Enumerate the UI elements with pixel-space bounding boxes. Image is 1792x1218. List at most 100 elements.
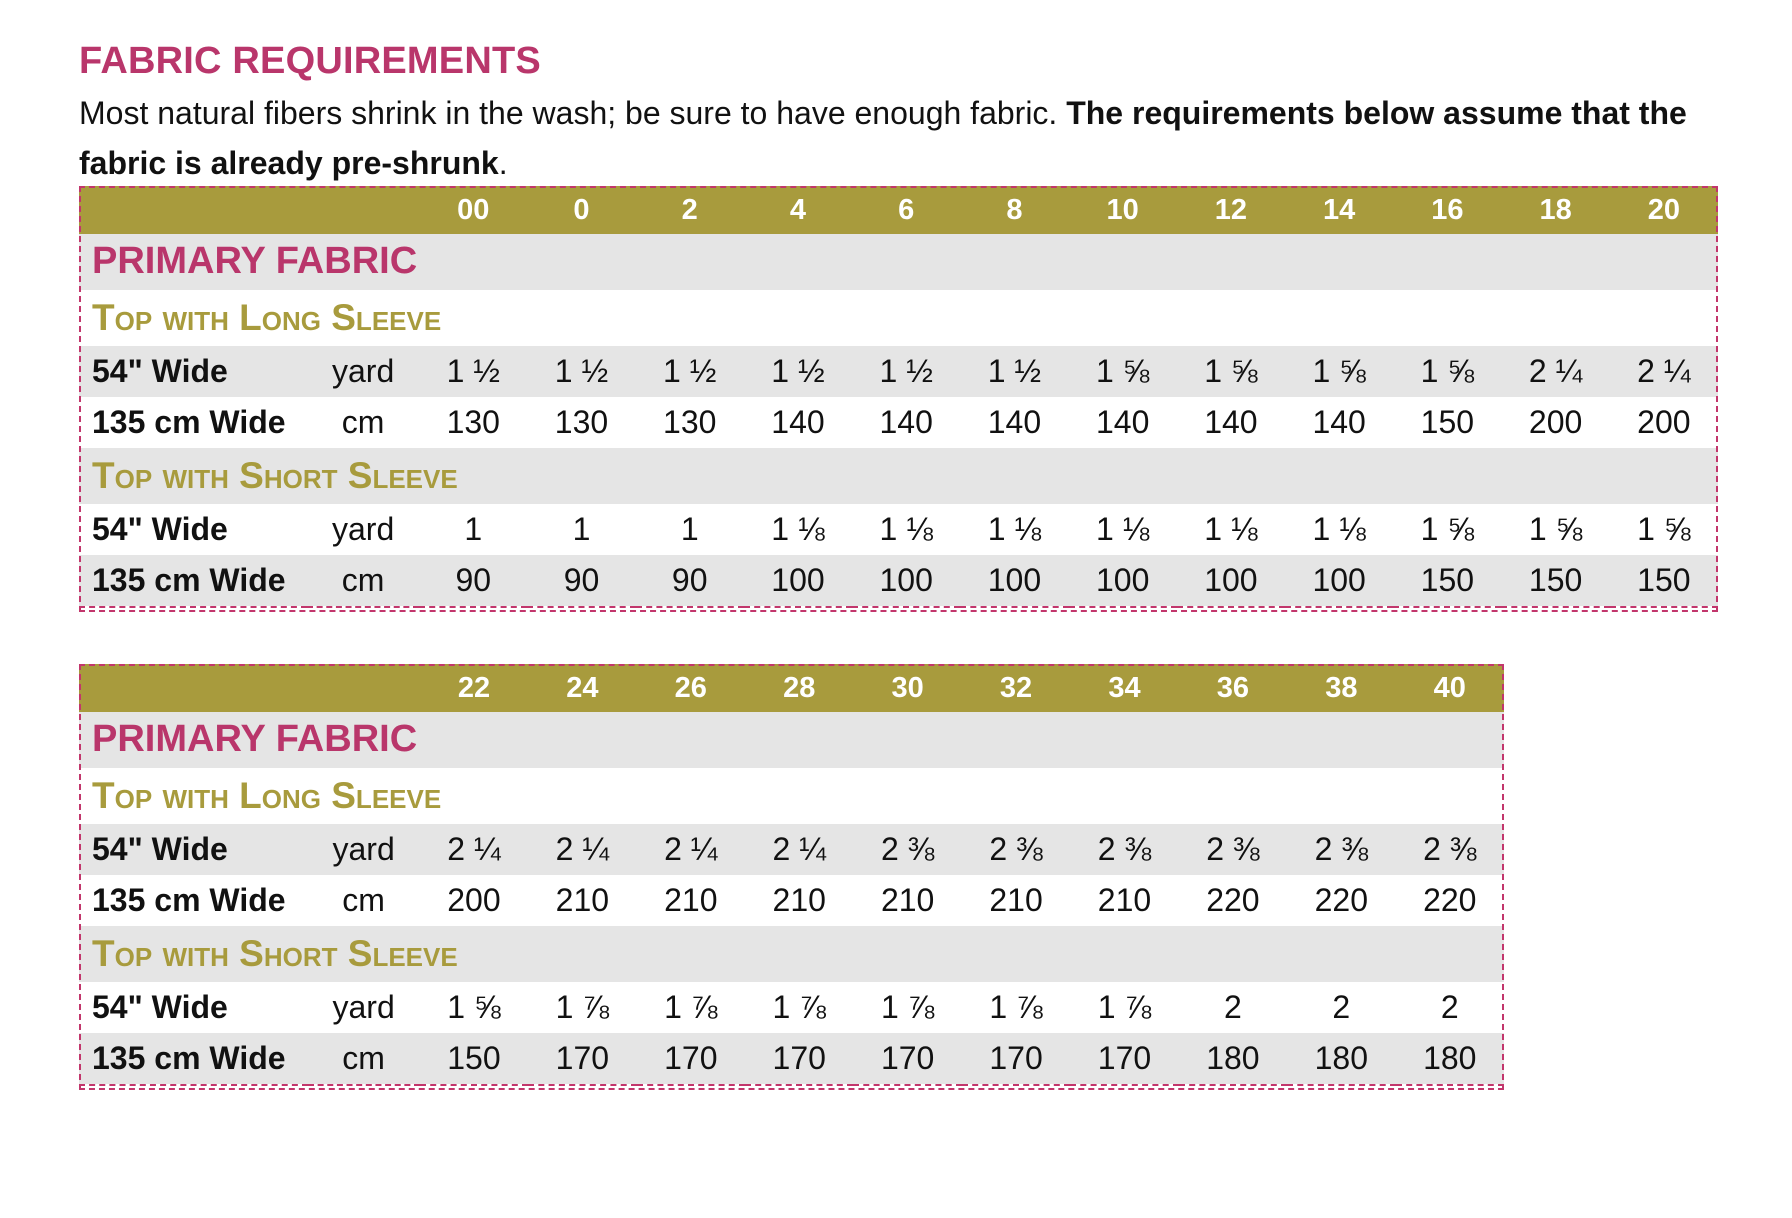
row-unit: yard [307,982,420,1033]
value-cell: 1 [635,504,744,555]
value-cell: 1 ⅛ [1285,504,1394,555]
section-row: Top with Short Sleeve [79,926,1504,982]
value-cell: 1 ⅛ [960,504,1069,555]
value-cell: 2 ⅜ [1070,824,1179,875]
row-unit: cm [307,555,420,608]
value-cell: 100 [1285,555,1394,608]
value-cell: 2 ¼ [528,824,637,875]
primary-fabric-label: PRIMARY FABRIC [92,240,418,282]
value-cell: 90 [527,555,636,608]
section-cell: Top with Long Sleeve [79,768,1504,824]
section-cell: Top with Short Sleeve [79,926,1504,982]
value-cell: 200 [1609,397,1718,448]
row-unit: yard [307,824,420,875]
value-cell: 2 ¼ [1609,346,1718,397]
value-cell: 1 ⅝ [1501,504,1610,555]
value-cell: 100 [1176,555,1286,608]
primary-fabric-cell: PRIMARY FABRIC [79,712,1504,768]
primary-fabric-label: PRIMARY FABRIC [92,718,418,760]
value-cell: 2 ¼ [636,824,745,875]
size-header-cell: 00 [419,186,528,234]
value-cell: 1 ½ [419,346,528,397]
section-label: Top with Long Sleeve [92,296,442,338]
value-cell: 2 [1287,982,1396,1033]
value-cell: 1 ½ [635,346,744,397]
table-row: 135 cm Wide cm 200 210 210 210 210 210 210 220 220… [79,875,1504,926]
value-cell: 1 ⅞ [961,982,1071,1033]
value-cell: 2 ¼ [1501,346,1610,397]
section-row: Top with Long Sleeve [79,768,1504,824]
table-row: 135 cm Wide cm 90 90 90 100 100 100 100 100 100 150… [79,555,1718,608]
value-cell: 1 ½ [527,346,636,397]
intro-text: Most natural fibers shrink in the wash; … [79,88,1699,188]
value-cell: 1 ⅝ [1393,346,1502,397]
row-unit: cm [307,1033,420,1086]
intro-bold: The requirements below assume that the f… [79,95,1687,181]
size-header-cell: 40 [1395,664,1504,712]
value-cell: 2 [1395,982,1504,1033]
size-header-cell: 26 [636,664,745,712]
value-cell: 1 [419,504,528,555]
value-cell: 150 [1393,555,1502,608]
value-cell: 100 [1068,555,1177,608]
value-cell: 90 [419,555,528,608]
size-header-cell: 6 [852,186,961,234]
row-unit: cm [307,875,420,926]
size-header-cell: 22 [419,664,529,712]
value-cell: 2 ⅜ [961,824,1071,875]
value-cell: 170 [1070,1033,1179,1086]
value-cell: 1 ½ [960,346,1069,397]
primary-fabric-row: PRIMARY FABRIC [79,234,1718,290]
section-label: Top with Short Sleeve [92,454,458,496]
value-cell: 150 [419,1033,529,1086]
value-cell: 90 [635,555,744,608]
size-header-cell: 8 [960,186,1069,234]
value-cell: 220 [1178,875,1288,926]
value-cell: 1 ⅛ [1068,504,1177,555]
value-cell: 210 [961,875,1071,926]
size-header-cell: 10 [1068,186,1177,234]
size-header-cell: 34 [1070,664,1179,712]
row-label: 135 cm Wide [79,555,308,608]
fabric-table-sizes-22-40: 22 24 26 28 30 32 34 36 38 40 PRIMARY FABRIC Top wi… [79,664,1504,1086]
value-cell: 140 [960,397,1069,448]
size-header-cell: 20 [1609,186,1718,234]
value-cell: 1 ⅝ [1393,504,1502,555]
value-cell: 170 [853,1033,962,1086]
value-cell: 100 [743,555,853,608]
value-cell: 210 [745,875,854,926]
section-cell: Top with Long Sleeve [79,290,1718,346]
row-label: 54" Wide [79,824,308,875]
value-cell: 130 [527,397,636,448]
value-cell: 1 [527,504,636,555]
value-cell: 210 [528,875,637,926]
header-blank-cell [79,664,420,712]
value-cell: 180 [1395,1033,1504,1086]
value-cell: 200 [1501,397,1610,448]
value-cell: 1 ⅛ [1176,504,1286,555]
primary-fabric-cell: PRIMARY FABRIC [79,234,1718,290]
value-cell: 130 [635,397,744,448]
row-unit: yard [307,504,420,555]
size-header-cell: 30 [853,664,962,712]
row-label: 135 cm Wide [79,397,308,448]
value-cell: 150 [1393,397,1502,448]
value-cell: 180 [1287,1033,1396,1086]
value-cell: 210 [636,875,745,926]
value-cell: 170 [961,1033,1071,1086]
value-cell: 2 ¼ [419,824,529,875]
value-cell: 2 ⅜ [1395,824,1504,875]
size-header-cell: 28 [745,664,854,712]
value-cell: 100 [852,555,961,608]
value-cell: 200 [419,875,529,926]
row-label: 135 cm Wide [79,875,308,926]
section-row: Top with Short Sleeve [79,448,1718,504]
value-cell: 1 ⅝ [1176,346,1286,397]
value-cell: 1 ⅞ [1070,982,1179,1033]
value-cell: 2 ⅜ [853,824,962,875]
size-header-cell: 32 [961,664,1071,712]
